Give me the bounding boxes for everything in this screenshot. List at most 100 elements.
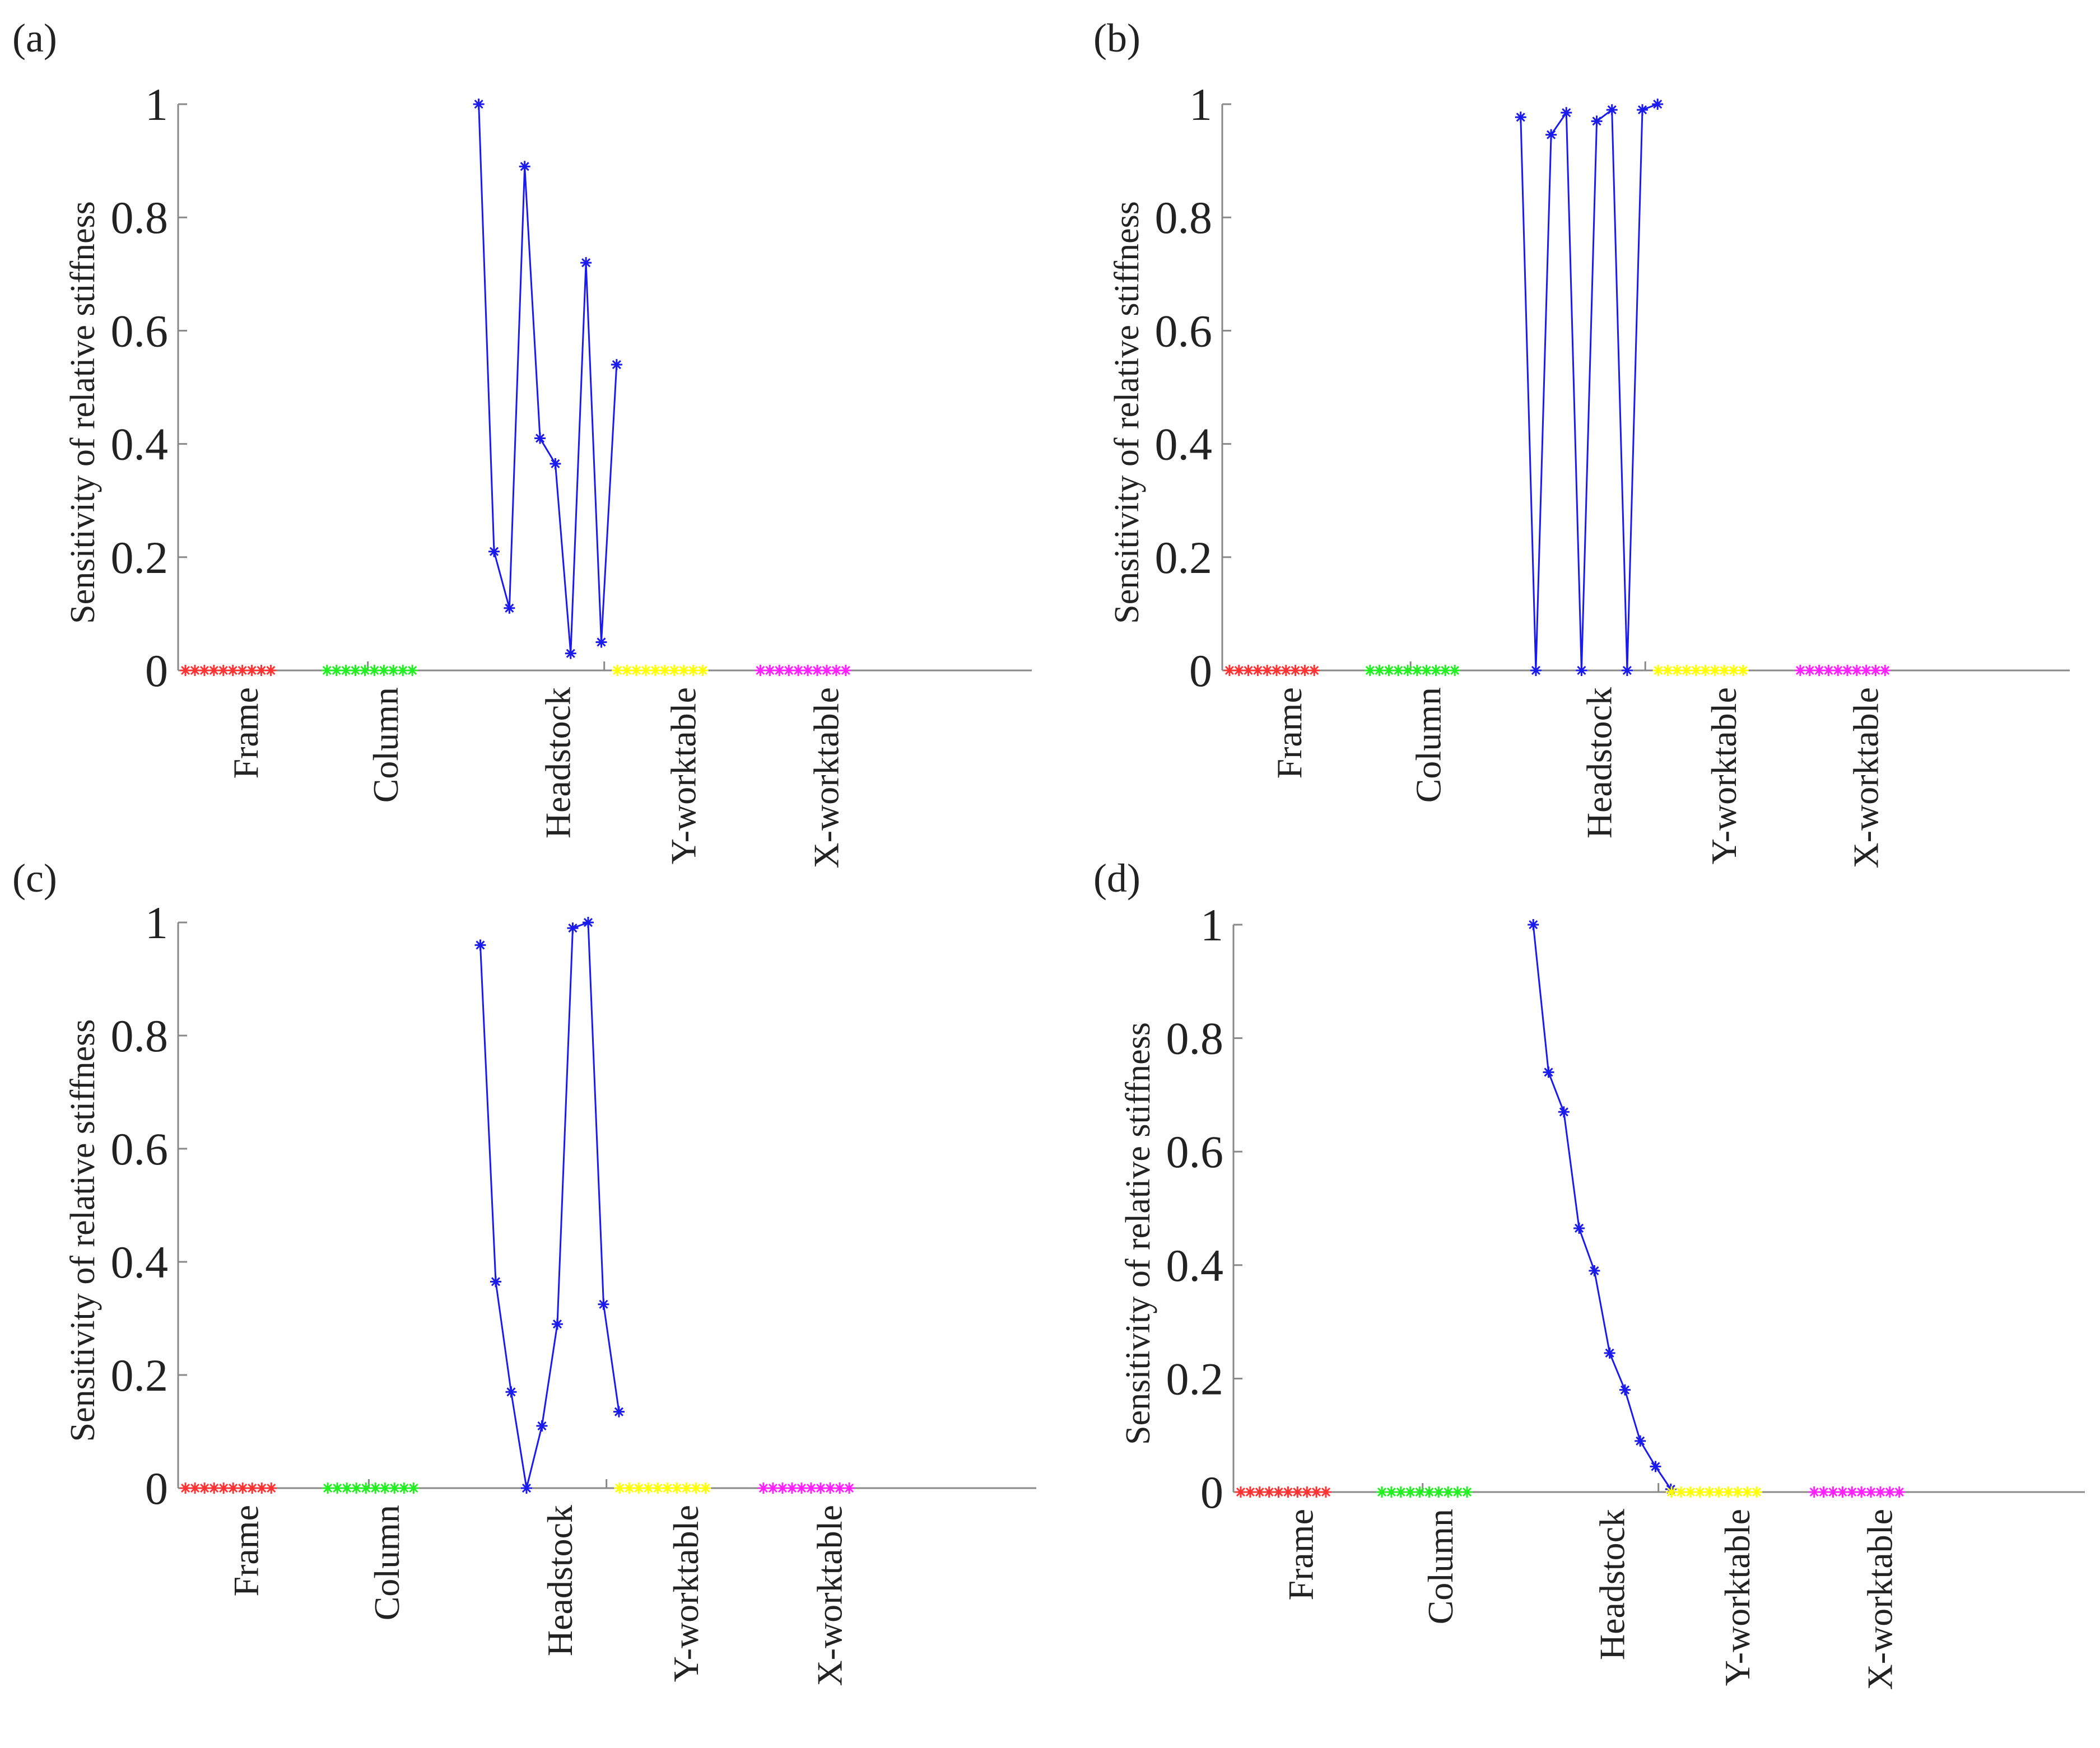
data-point [671, 1483, 683, 1494]
data-point [793, 665, 804, 676]
data-point [1837, 1486, 1848, 1498]
y-tick-label: 0 [1189, 645, 1212, 696]
category-label: Headstock [1579, 687, 1619, 838]
y-axis-label: Sensitivity of relative stiffness [64, 1019, 102, 1442]
data-point [1528, 919, 1539, 930]
data-point [812, 665, 823, 676]
data-point [1713, 1486, 1725, 1498]
y-tick-label: 0.2 [111, 532, 169, 583]
series-line [1520, 103, 1658, 671]
data-point [1393, 665, 1404, 676]
data-point [1808, 1486, 1820, 1498]
data-point [1591, 115, 1603, 127]
data-point [565, 647, 576, 659]
series-y-worktable [1666, 1486, 1763, 1498]
data-point [1252, 665, 1264, 676]
data-point [690, 1483, 702, 1494]
data-point [237, 1483, 249, 1494]
data-point [198, 665, 210, 676]
data-point [767, 1483, 779, 1494]
data-point [611, 359, 622, 371]
series-frame [1223, 665, 1320, 676]
y-tick-label: 0.8 [1155, 192, 1213, 243]
data-point [631, 665, 642, 676]
data-point [519, 161, 530, 173]
data-point [227, 1483, 239, 1494]
series-column [1376, 1486, 1473, 1498]
data-point [1515, 111, 1526, 123]
data-point [1794, 665, 1806, 676]
data-point [783, 665, 795, 676]
data-point [332, 1483, 343, 1494]
series-line [478, 104, 618, 654]
data-point [1270, 665, 1282, 676]
data-point [1732, 1486, 1744, 1498]
series-frame [180, 1483, 277, 1494]
data-point [398, 1483, 410, 1494]
y-tick-label: 0.4 [1166, 1240, 1224, 1291]
data-point [1671, 665, 1683, 676]
y-axis-label: Sensitivity of relative stiffness [1119, 1022, 1157, 1445]
data-point [642, 1483, 654, 1494]
data-point [351, 1483, 362, 1494]
data-point [397, 665, 409, 676]
data-point [1719, 665, 1730, 676]
chart-panel-b: (b) 0 0.2 0.4 0.6 0.8 1 Sensitivity of relative… [1093, 16, 2070, 868]
data-point [1545, 129, 1557, 141]
data-point [1423, 1486, 1435, 1498]
data-point [1383, 665, 1395, 676]
data-point [1650, 1461, 1661, 1472]
data-point [1851, 665, 1862, 676]
data-point [370, 1483, 381, 1494]
data-point [189, 1483, 201, 1494]
data-point [218, 1483, 230, 1494]
y-tick-label: 0.2 [1155, 532, 1213, 583]
data-point [1573, 1222, 1585, 1234]
category-label: Y-worktable [1704, 687, 1744, 864]
data-point [1684, 1486, 1696, 1498]
series-x-worktable [757, 1483, 855, 1494]
data-point [1675, 1486, 1687, 1498]
data-point [567, 922, 579, 934]
data-point [265, 665, 277, 676]
data-point [612, 665, 623, 676]
data-point [1635, 1435, 1646, 1447]
data-point [1414, 1486, 1426, 1498]
data-point [1737, 665, 1749, 676]
data-point [1449, 665, 1461, 676]
series-y-worktable [1652, 665, 1749, 676]
data-point [1282, 1486, 1294, 1498]
data-point [407, 665, 418, 676]
data-point [379, 1483, 391, 1494]
data-point [360, 1483, 372, 1494]
data-point [1823, 665, 1834, 676]
series-column [322, 1483, 420, 1494]
y-tick-label: 0.6 [1155, 305, 1213, 356]
data-point [322, 1483, 334, 1494]
data-point [621, 665, 633, 676]
data-point [1662, 665, 1674, 676]
data-point [1637, 104, 1649, 116]
data-point [755, 665, 766, 676]
data-point [1865, 1486, 1877, 1498]
data-point [662, 1483, 673, 1494]
data-point [1442, 1486, 1454, 1498]
data-point [649, 665, 661, 676]
category-label: Column [367, 1505, 407, 1620]
data-point [1699, 665, 1711, 676]
data-point [1411, 665, 1423, 676]
data-point [1666, 1486, 1678, 1498]
y-tick-label: 0 [1200, 1467, 1223, 1518]
series-headstock [473, 99, 622, 659]
data-point [1870, 665, 1882, 676]
data-point [1242, 665, 1254, 676]
data-point [1385, 1486, 1397, 1498]
data-point [1856, 1486, 1868, 1498]
data-point [1273, 1486, 1284, 1498]
data-point [359, 665, 371, 676]
data-point [757, 1483, 769, 1494]
data-point [623, 1483, 635, 1494]
data-point [659, 665, 670, 676]
data-point [1619, 1384, 1631, 1396]
